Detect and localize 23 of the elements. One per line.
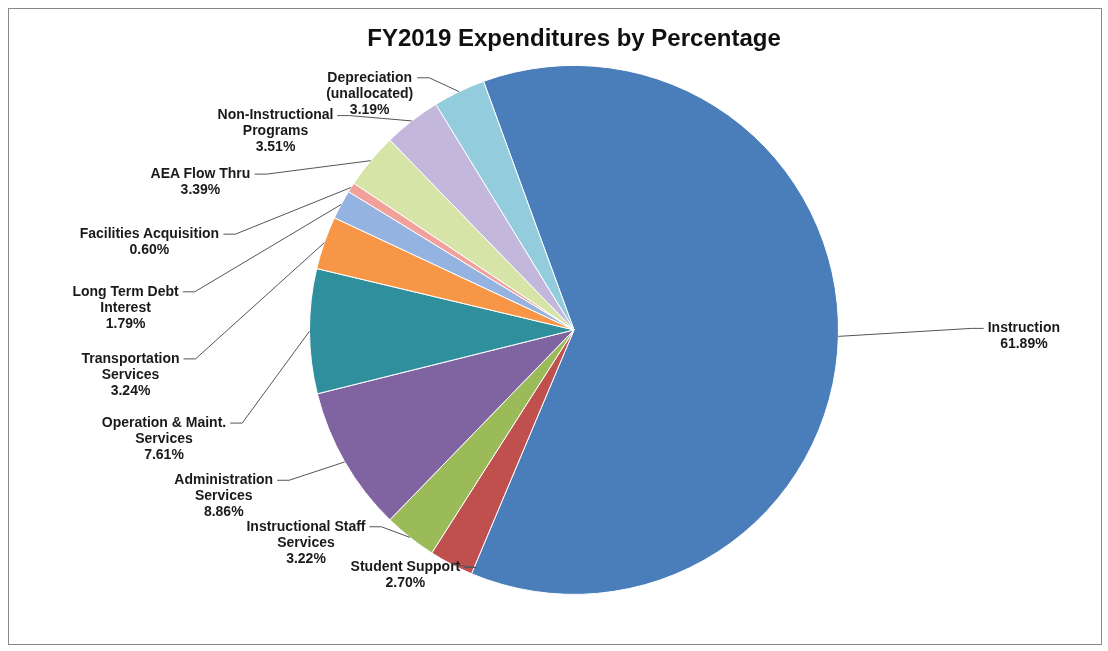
data-label: 3.51%: [255, 138, 296, 155]
slice-label: AEA Flow Thru: [150, 165, 251, 181]
slice-label: Student Support: [350, 558, 461, 575]
slice-label: Long Term Debt Interest: [72, 282, 180, 315]
data-label: 3.22%: [286, 549, 327, 566]
slice-label: Depreciation (unallocated): [326, 68, 414, 101]
slice-label: Administration Services: [174, 471, 274, 504]
data-label: 3.19%: [349, 100, 391, 117]
chart-title: FY2019 Expenditures by Percentage: [367, 24, 781, 52]
data-label: 2.70%: [385, 574, 426, 591]
slice-label: Non-Instructional Programs: [217, 106, 334, 139]
slice-label: Operation & Maint. Services: [101, 413, 227, 446]
data-label: 0.60%: [129, 241, 170, 258]
slice-label: Instruction: [987, 319, 1061, 336]
data-label: 8.86%: [203, 503, 245, 520]
data-label: 61.89%: [1000, 335, 1049, 352]
data-label: 7.61%: [144, 445, 185, 462]
data-label: 1.79%: [105, 314, 146, 331]
slice-label: Instructional Staff Services: [246, 517, 366, 550]
slice-label: Facilities Acquisition: [79, 225, 220, 242]
slice-label: Transportation Services: [81, 349, 180, 382]
data-label: 3.24%: [110, 381, 151, 398]
data-label: 3.39%: [180, 181, 221, 197]
